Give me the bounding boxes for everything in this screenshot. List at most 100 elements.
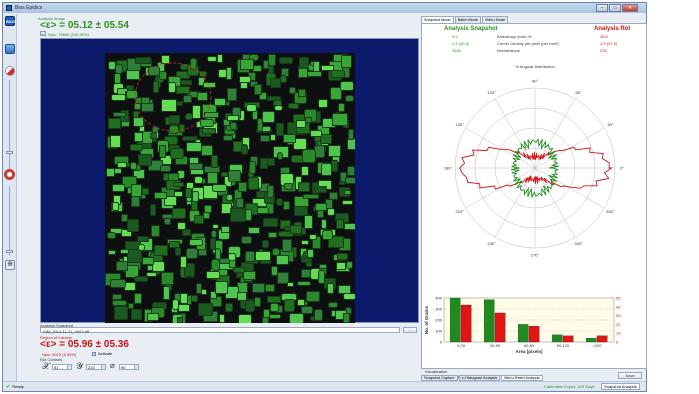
grain-cell xyxy=(241,235,252,245)
tab-micro-relief-analysis[interactable]: Micro-Relief Analysis xyxy=(501,375,543,381)
grain-cell xyxy=(279,57,293,64)
grain-cell xyxy=(329,86,342,100)
grain-cell xyxy=(152,261,165,273)
grain-cell xyxy=(282,201,291,210)
grain-cell xyxy=(259,92,268,101)
grain-cell xyxy=(241,143,249,156)
logo-icon: BIOS xyxy=(5,16,16,26)
grain-cell xyxy=(313,186,327,193)
angle-icon: ⌀ xyxy=(110,361,115,370)
grain-cell xyxy=(163,286,170,300)
grain-cell xyxy=(272,99,283,106)
grain-cell xyxy=(112,300,127,306)
grain-cell xyxy=(267,295,281,304)
grain-cell xyxy=(183,95,193,104)
grain-cell xyxy=(150,225,161,237)
tab-snapshot-capture[interactable]: Snapshot Capture xyxy=(421,375,458,381)
roi-x-spinner[interactable]: 51 xyxy=(52,364,72,370)
analysis-tabs: Snapshot Capture e-Histogram Analysis Micr… xyxy=(421,375,544,381)
grain-cell xyxy=(113,305,129,320)
status-ready: Ready xyxy=(12,384,24,389)
grain-cell xyxy=(326,282,335,295)
upper-slider-thumb[interactable] xyxy=(6,151,13,154)
grain-image[interactable] xyxy=(105,53,355,323)
visualisation-label: Visualisation xyxy=(425,369,448,374)
bar-snapshot xyxy=(517,324,529,343)
grain-cell xyxy=(142,257,154,265)
save-button[interactable]: Save xyxy=(618,372,642,379)
color-mode-icon[interactable] xyxy=(5,66,15,76)
grain-cell xyxy=(321,162,332,177)
roi-circle[interactable] xyxy=(134,62,212,132)
grain-cell xyxy=(160,99,177,113)
grain-cell xyxy=(344,94,354,103)
maximize-button[interactable]: □ xyxy=(609,4,621,12)
grain-cell xyxy=(270,78,281,88)
grain-cell xyxy=(309,130,322,137)
grain-cell xyxy=(207,56,217,62)
grain-cell xyxy=(168,81,177,93)
grain-cell xyxy=(209,290,218,299)
grain-cell xyxy=(221,226,230,233)
y-tick-label: 300 xyxy=(435,307,442,312)
roi-title: Analysis RoI xyxy=(594,26,631,32)
grain-cell xyxy=(317,98,328,109)
polar-title: % Angular Distribution xyxy=(515,64,555,69)
grain-cell xyxy=(146,313,160,321)
activate-check-icon xyxy=(92,351,96,356)
stat-roi-value: 215 xyxy=(600,48,607,53)
analysis-image-viewport[interactable] xyxy=(40,38,419,323)
grain-cell xyxy=(301,240,309,246)
window-title: Bios Epidicx xyxy=(15,5,43,11)
grain-cell xyxy=(337,285,352,295)
stat-roi-value: 38.8 xyxy=(600,34,608,39)
grain-cell xyxy=(169,240,181,248)
grain-cell xyxy=(106,167,116,177)
grain-cell xyxy=(116,161,128,168)
tab-e-histogram-analysis[interactable]: e-Histogram Analysis xyxy=(458,375,501,381)
y2-tick-label: 40 xyxy=(616,304,621,309)
close-button[interactable]: ✕ xyxy=(622,4,638,12)
polar-angle-label: 120° xyxy=(487,90,496,95)
grain-cell xyxy=(196,283,203,294)
app-icon xyxy=(6,5,12,11)
polar-angle-label: 330° xyxy=(606,209,615,214)
tab-snapshot-mode[interactable]: Snapshot Mode xyxy=(421,16,454,23)
lower-slider-thumb[interactable] xyxy=(6,250,13,253)
tab-batch-mode[interactable]: Batch Mode xyxy=(454,16,481,23)
grain-cell xyxy=(289,313,305,323)
polar-angle-label: 300° xyxy=(574,241,583,246)
grain-cell xyxy=(248,161,256,175)
grain-cell xyxy=(319,263,327,269)
minimize-button[interactable]: – xyxy=(596,4,608,12)
analysis-image-label: Analysis Image xyxy=(38,16,66,21)
grain-cell xyxy=(275,254,289,265)
grain-cell xyxy=(108,117,122,130)
grain-cell xyxy=(108,250,117,256)
zoom-icon[interactable]: ⊕ xyxy=(5,260,15,270)
roi-y-spinner[interactable]: 223 xyxy=(86,364,106,370)
activate-checkbox[interactable]: Activate xyxy=(92,351,112,356)
browse-button[interactable]: … xyxy=(403,327,417,333)
grain-cell xyxy=(297,281,311,287)
tab-video-mode[interactable]: Video Mode xyxy=(481,16,509,23)
y2-tick-label: 20 xyxy=(616,322,621,327)
record-icon[interactable] xyxy=(4,169,15,180)
expand-icon[interactable]: ↔ xyxy=(40,31,46,36)
grain-cell xyxy=(106,232,116,240)
grain-cell xyxy=(198,302,214,317)
grain-cell xyxy=(203,111,219,118)
roi-angle-spinner[interactable]: 90 xyxy=(119,364,139,370)
camera-icon[interactable] xyxy=(5,44,15,54)
grain-cell xyxy=(344,189,351,196)
y-axis-label: No. of Grains xyxy=(424,305,429,334)
grain-cell xyxy=(210,230,218,238)
snapshot-file-field[interactable]: SIM_2014-11-21_0003.tiff xyxy=(40,327,400,334)
grain-cell xyxy=(130,309,142,321)
stat-label: Anisotropy Index % xyxy=(497,34,532,39)
main-panel: Analysis Image <ε> = 05.12 ± 05.54 ↔ Npi… xyxy=(18,14,419,380)
grain-cell xyxy=(163,196,178,206)
grain-cell xyxy=(127,303,134,309)
grain-cell xyxy=(150,133,158,139)
grain-cell xyxy=(127,249,143,263)
